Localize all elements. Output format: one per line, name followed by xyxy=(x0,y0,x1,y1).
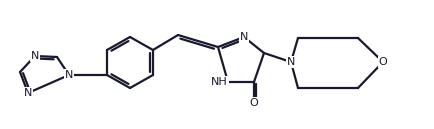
Text: N: N xyxy=(24,88,32,98)
Text: O: O xyxy=(249,98,258,108)
Text: N: N xyxy=(239,32,248,42)
Text: O: O xyxy=(378,57,387,67)
Text: N: N xyxy=(286,57,295,67)
Text: N: N xyxy=(31,51,39,61)
Text: N: N xyxy=(65,70,73,80)
Text: NH: NH xyxy=(211,77,227,87)
